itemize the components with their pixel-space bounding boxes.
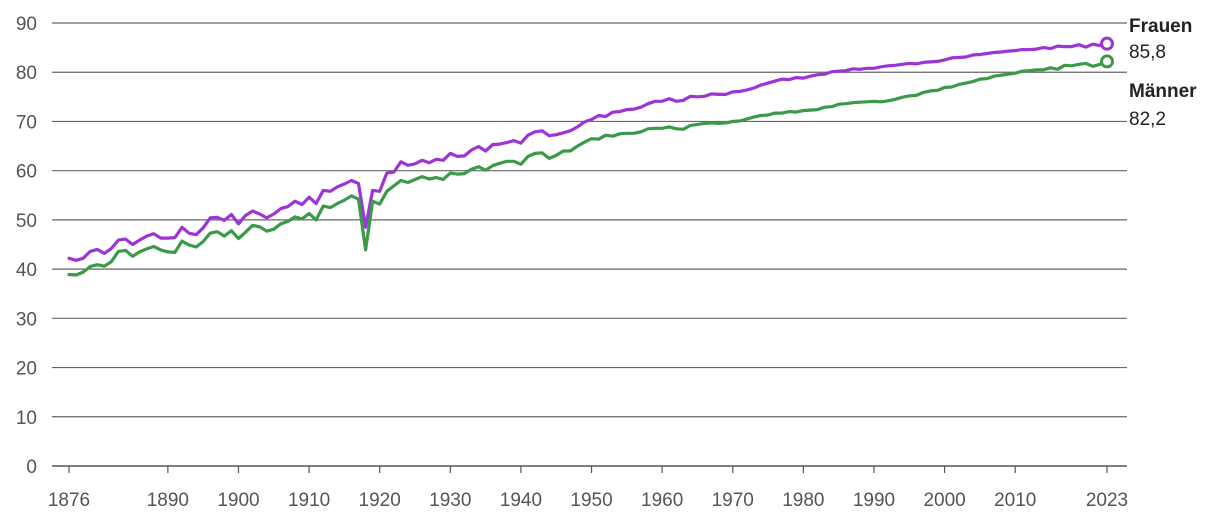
x-tick-label-1920: 1920 [359,490,401,511]
series-0-name-label: Frauen [1129,16,1192,37]
x-tick-label-2010: 2010 [994,490,1036,511]
x-tick-label-1930: 1930 [429,490,471,511]
y-tick-label-60: 60 [16,162,37,183]
y-tick-label-40: 40 [16,260,37,281]
x-tick-label-2000: 2000 [923,490,965,511]
x-tick-label-1990: 1990 [853,490,895,511]
series-1-line [67,59,1109,277]
y-tick-label-50: 50 [16,211,37,232]
y-tick-label-90: 90 [16,14,37,35]
x-tick-label-1890: 1890 [147,490,189,511]
x-axis-tick-labels: 1876 1890 1900 1910 1920 1930 1940 1950 1960 1970… [48,490,1128,511]
x-tick-label-2023: 2023 [1086,490,1128,511]
x-axis [52,465,1127,473]
x-tick-label-1940: 1940 [500,490,542,511]
x-tick-label-1910: 1910 [288,490,330,511]
x-tick-label-1970: 1970 [712,490,754,511]
y-tick-label-30: 30 [16,309,37,330]
series-0-end-marker [1100,36,1114,51]
y-tick-label-20: 20 [16,359,37,380]
series-0-value-label: 85,8 [1129,42,1166,63]
y-axis-tick-labels: 0 10 20 30 40 50 60 70 80 90 [16,14,37,478]
x-tick-label-1900: 1900 [217,490,259,511]
x-tick-label-1980: 1980 [782,490,824,511]
series-0-line [67,42,1109,262]
series-1-value-label: 82,2 [1129,109,1166,130]
y-tick-label-10: 10 [16,408,37,429]
series-end-labels: Frauen 85,8 Männer 82,2 [1129,16,1197,130]
y-tick-label-70: 70 [16,112,37,133]
x-tick-label-1876: 1876 [48,490,90,511]
y-tick-label-0: 0 [26,457,37,478]
series-1-end-marker [1100,54,1114,69]
x-tick-label-1950: 1950 [570,490,612,511]
x-tick-label-1960: 1960 [641,490,683,511]
series-lines [67,36,1114,277]
y-gridlines [52,22,1127,418]
y-tick-label-80: 80 [16,63,37,84]
series-1-name-label: Männer [1129,81,1197,102]
